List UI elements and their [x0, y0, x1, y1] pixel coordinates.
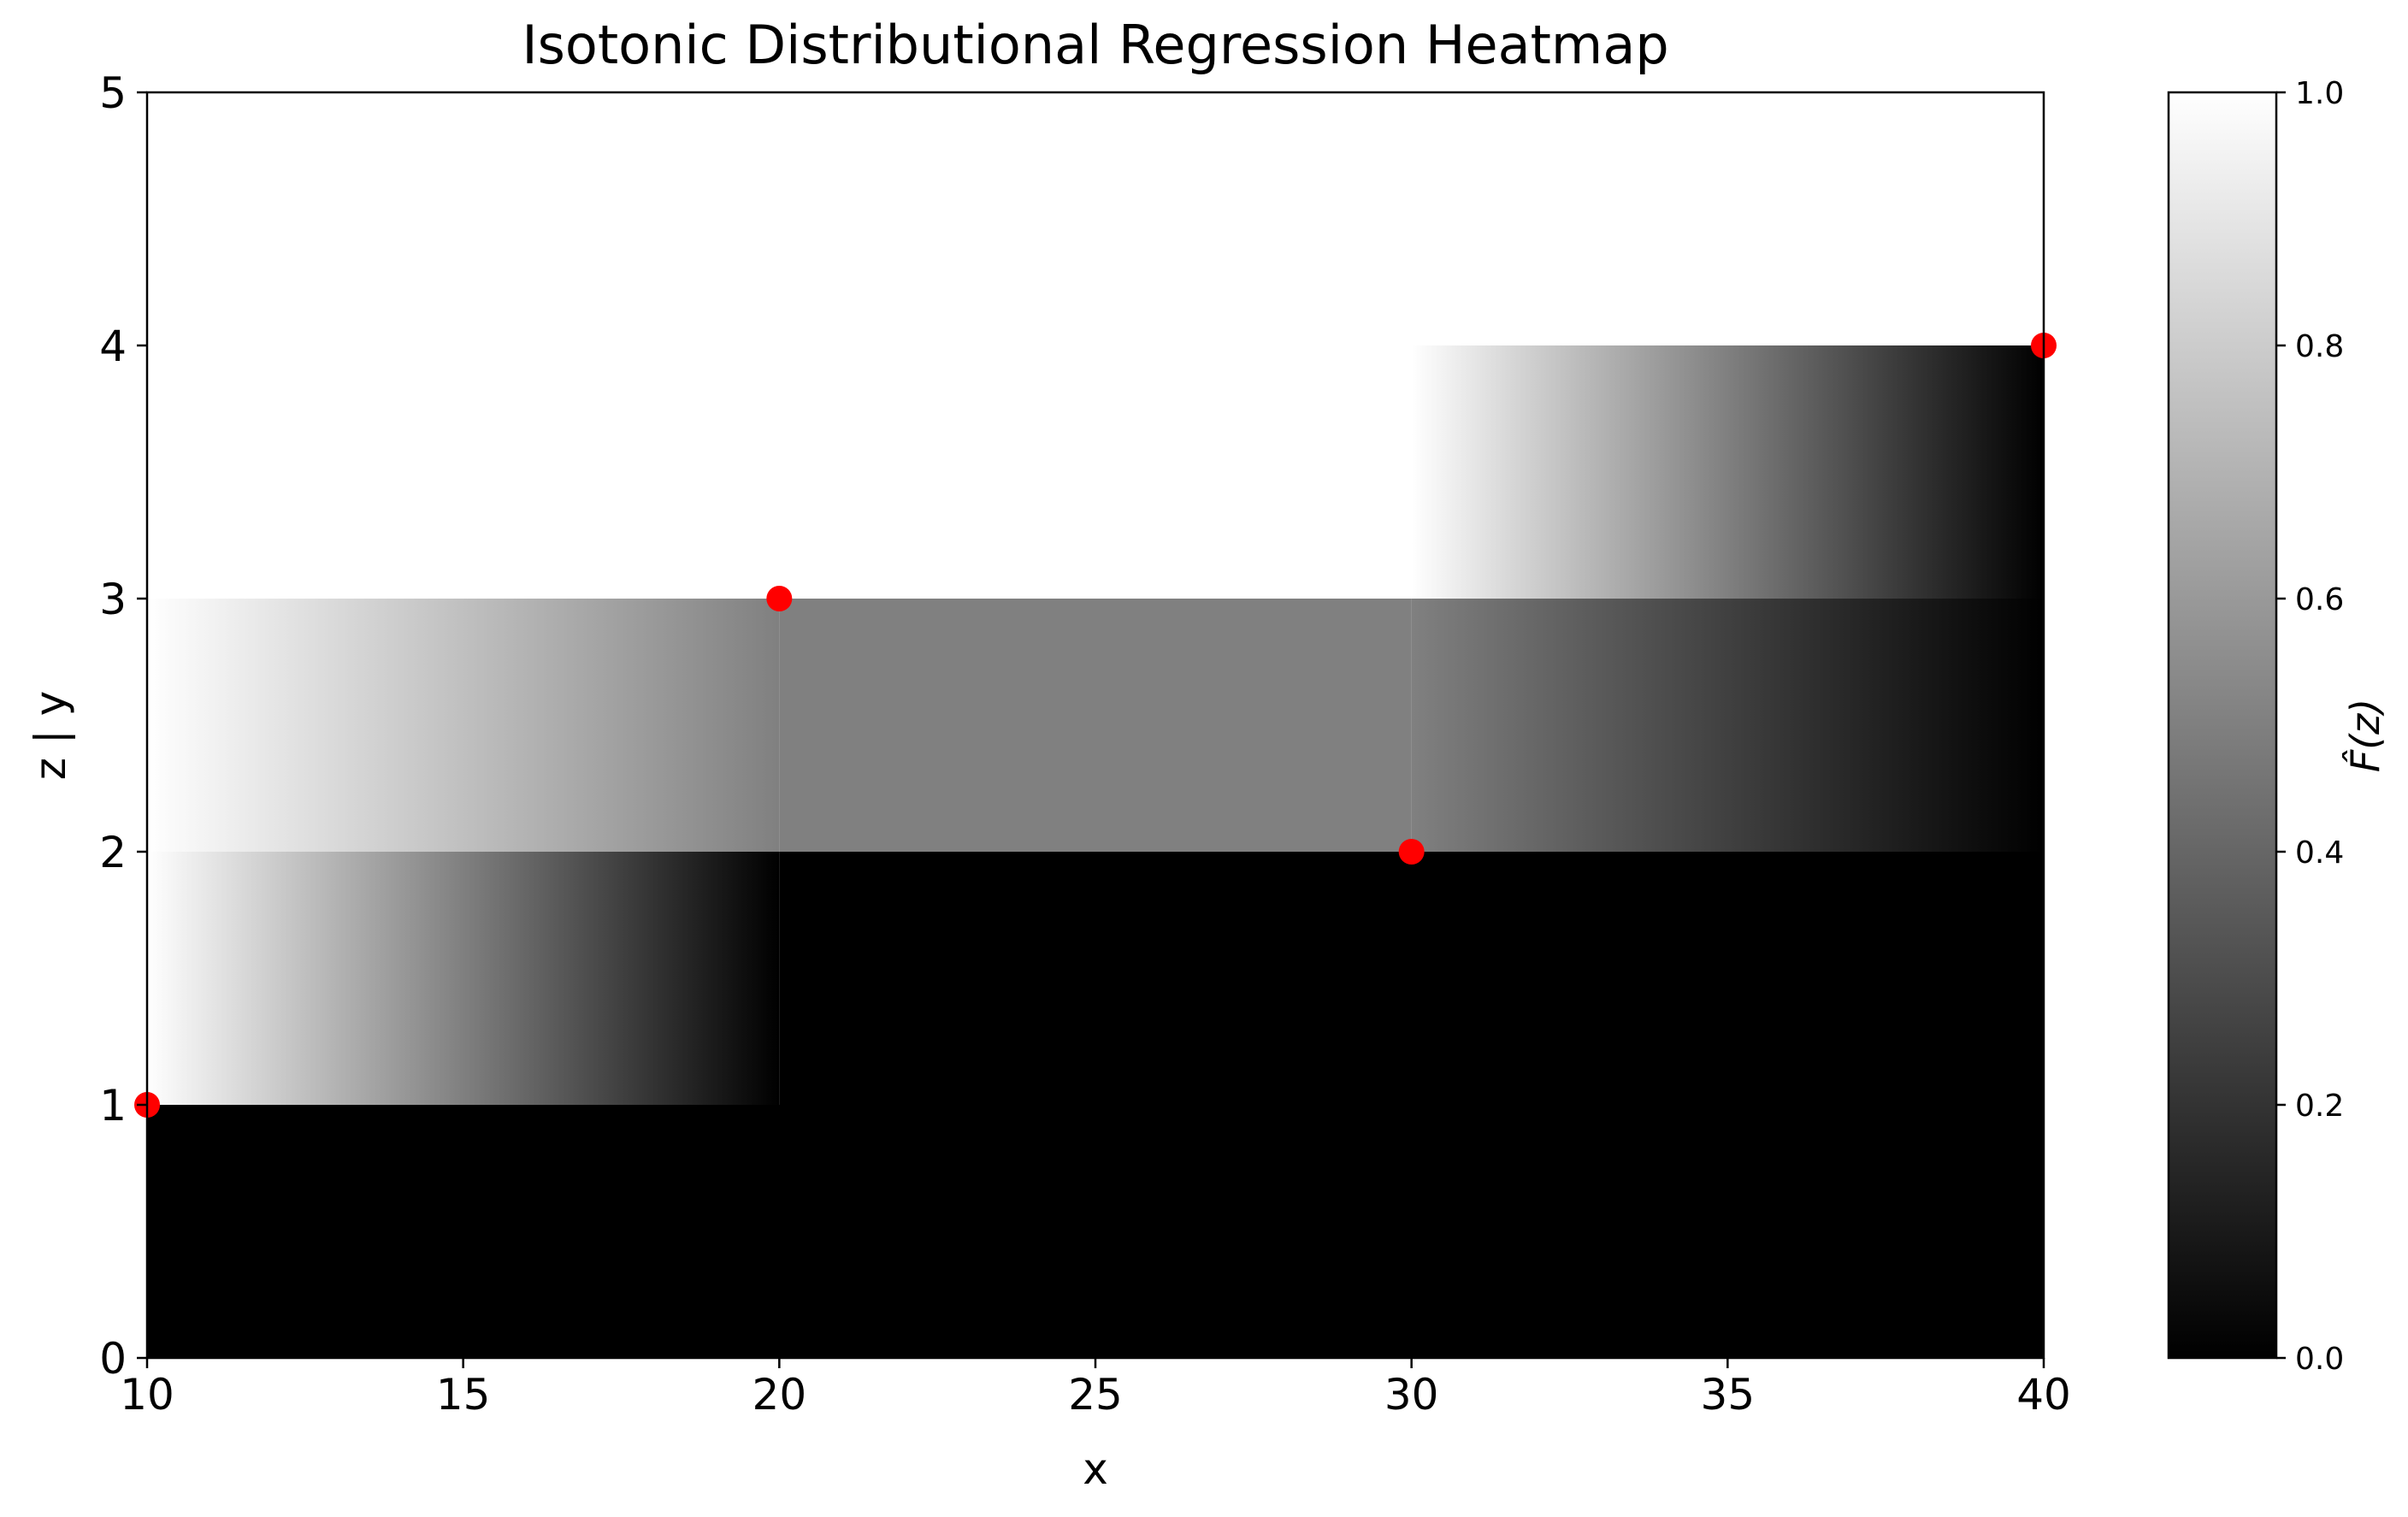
colorbar-gradient	[2167, 91, 2278, 1360]
heatmap-cell	[147, 92, 2044, 345]
heatmap-cell	[1411, 345, 2044, 599]
x-tick-label: 35	[1701, 1370, 1756, 1420]
colorbar-tick-label: 0.4	[2295, 835, 2344, 871]
data-point	[766, 586, 793, 611]
heatmap-cell	[147, 599, 780, 852]
heatmap-layer	[147, 92, 2045, 1358]
colorbar-label: F̂(z)	[2342, 699, 2388, 773]
x-axis-label: x	[1083, 1444, 1108, 1494]
data-point	[1398, 839, 1425, 865]
x-tick-label: 40	[2016, 1370, 2071, 1420]
y-tick-label: 3	[99, 575, 127, 624]
y-tick-label: 1	[99, 1081, 127, 1130]
y-tick-label: 4	[99, 322, 127, 371]
colorbar: 0.0 0.2 0.4 0.6 0.8 1.0	[2167, 76, 2344, 1377]
axes: 10 15 20 25 30 35 40 0 1 2 3 4 5	[99, 68, 2071, 1420]
x-tick-label: 30	[1384, 1370, 1439, 1420]
chart-title: Isotonic Distributional Regression Heatm…	[522, 14, 1668, 76]
colorbar-tick-label: 0.6	[2295, 582, 2344, 617]
colorbar-tick-label: 1.0	[2295, 76, 2344, 111]
heatmap-cell	[1411, 599, 2044, 852]
heatmap-cell	[147, 345, 1412, 599]
y-tick-label: 5	[99, 68, 127, 118]
heatmap-cell	[147, 1105, 2044, 1358]
colorbar-tick-label: 0.0	[2295, 1342, 2344, 1377]
x-tick-label: 25	[1068, 1370, 1123, 1420]
heatmap-cell	[779, 852, 2045, 1105]
x-tick-label: 20	[752, 1370, 807, 1420]
y-tick-label: 0	[99, 1334, 127, 1384]
y-axis-label: z | y	[26, 691, 75, 780]
x-tick-label: 15	[436, 1370, 491, 1420]
x-tick-label: 10	[120, 1370, 174, 1420]
colorbar-tick-label: 0.2	[2295, 1089, 2344, 1124]
y-tick-label: 2	[99, 828, 127, 877]
heatmap-cell	[779, 599, 1412, 852]
heatmap-cell	[147, 852, 780, 1105]
colorbar-tick-label: 0.8	[2295, 329, 2344, 364]
